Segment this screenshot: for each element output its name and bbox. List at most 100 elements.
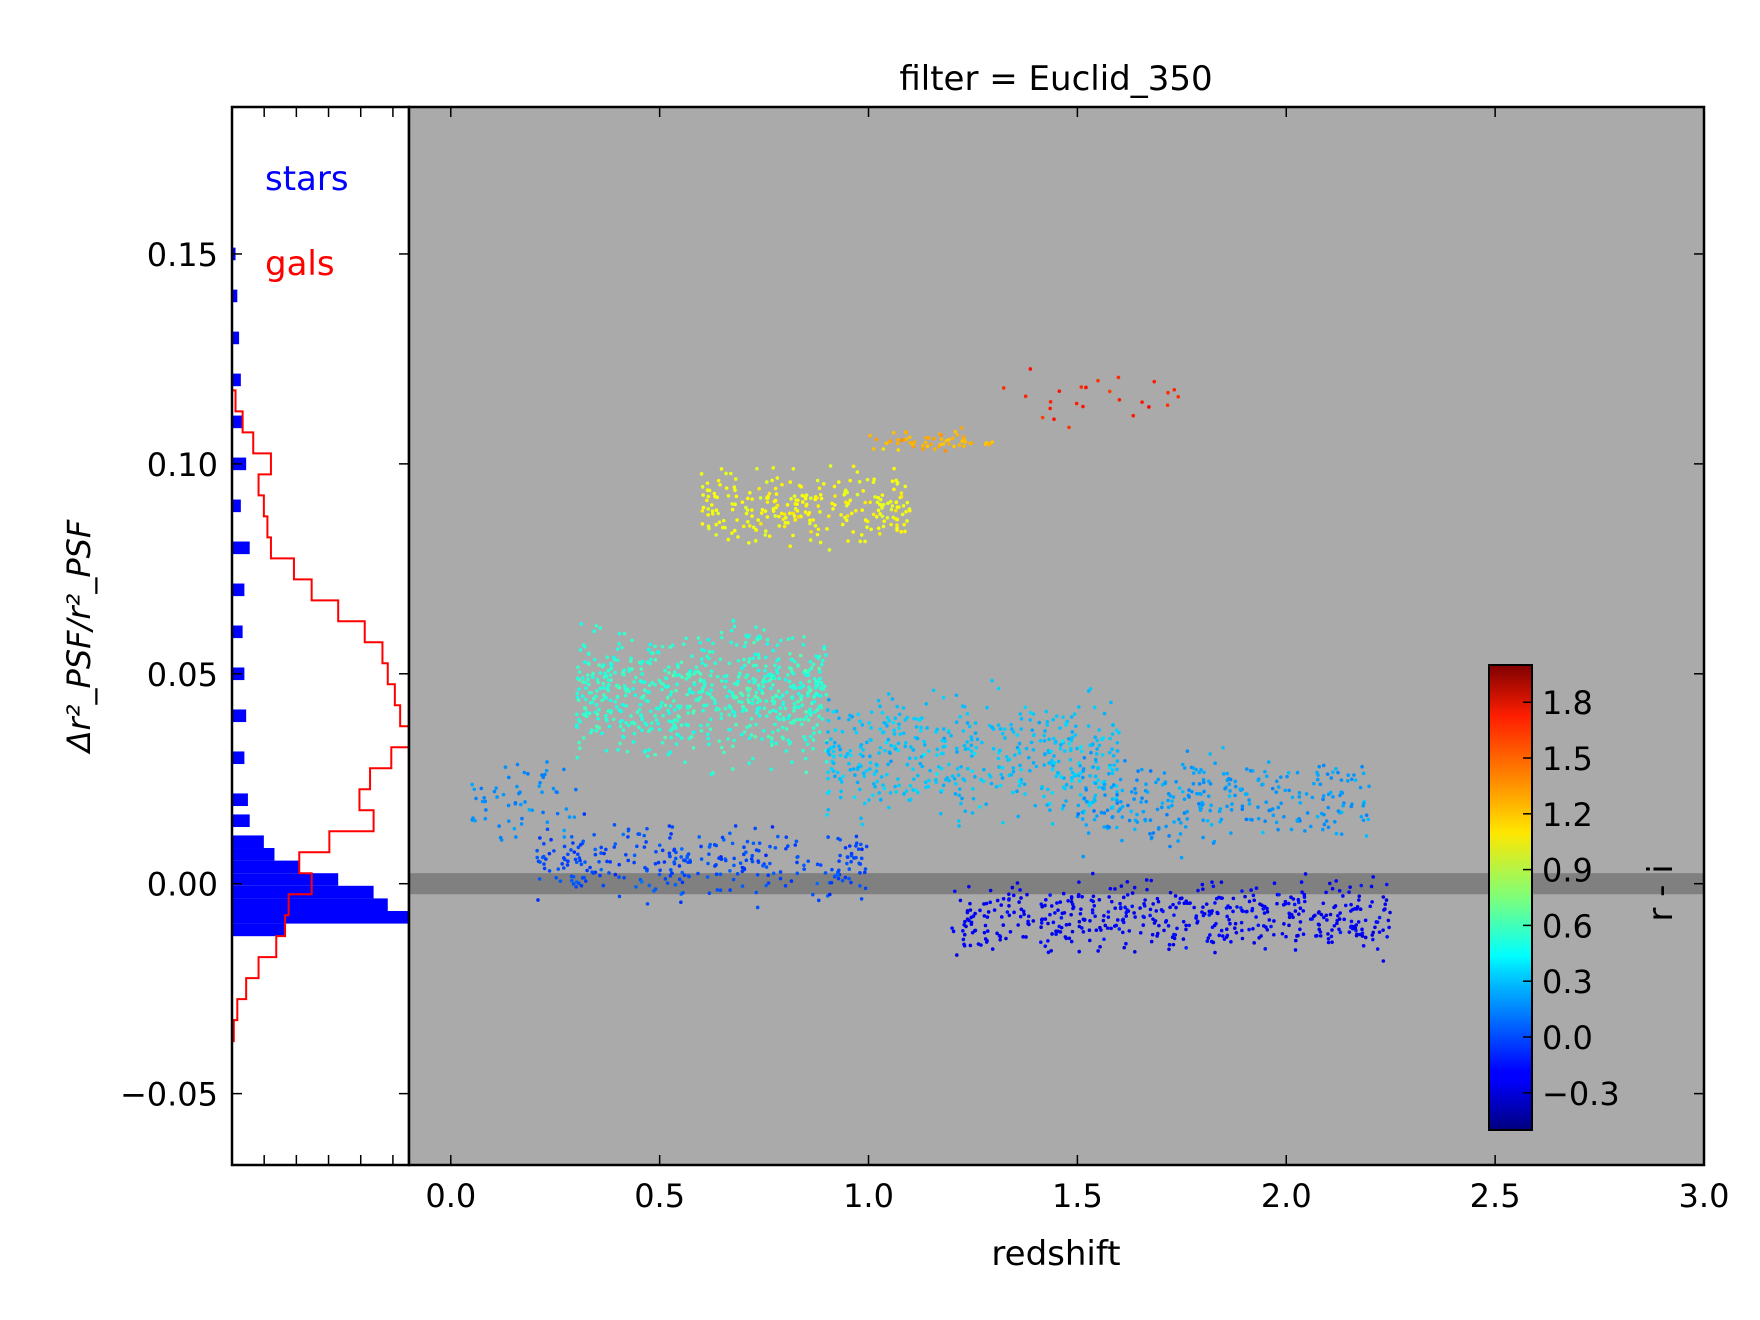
scatter-point	[562, 844, 567, 849]
scatter-point	[639, 713, 644, 717]
scatter-point	[1069, 939, 1074, 944]
scatter-point	[1121, 930, 1125, 935]
scatter-point	[1180, 762, 1185, 767]
scatter-point	[564, 807, 569, 811]
scatter-point	[809, 496, 813, 500]
scatter-point	[1317, 923, 1322, 927]
scatter-point	[1266, 760, 1271, 764]
scatter-point	[888, 439, 893, 443]
scatter-point	[728, 831, 732, 836]
scatter-point	[847, 867, 852, 871]
scatter-point	[872, 772, 877, 776]
scatter-point	[811, 892, 815, 897]
scatter-point	[703, 663, 708, 668]
scatter-point	[602, 851, 606, 856]
scatter-point	[887, 805, 891, 810]
scatter-point	[1019, 727, 1024, 731]
scatter-point	[894, 500, 898, 505]
scatter-point	[699, 844, 703, 849]
scatter-point	[765, 637, 770, 642]
scatter-point	[999, 915, 1004, 919]
scatter-point	[879, 775, 884, 779]
scatter-point	[688, 860, 693, 864]
scatter-point	[1135, 778, 1139, 782]
scatter-point	[1019, 907, 1024, 912]
scatter-point	[832, 744, 836, 749]
scatter-point	[660, 687, 664, 692]
scatter-point	[763, 674, 767, 679]
scatter-point	[806, 859, 811, 863]
scatter-point	[675, 732, 679, 736]
scatter-point	[905, 762, 910, 767]
scatter-point	[779, 511, 784, 516]
scatter-point	[566, 859, 570, 863]
scatter-point	[1052, 417, 1056, 422]
scatter-point	[602, 675, 607, 679]
scatter-point	[742, 663, 747, 668]
scatter-point	[1043, 903, 1047, 908]
scatter-point	[765, 500, 770, 504]
scatter-point	[705, 481, 710, 485]
scatter-point	[892, 466, 896, 471]
scatter-point	[1015, 733, 1020, 737]
scatter-point	[686, 723, 690, 728]
scatter-point	[484, 808, 488, 812]
scatter-point	[949, 733, 953, 738]
scatter-point	[1049, 904, 1054, 908]
scatter-point	[1263, 904, 1267, 909]
scatter-point	[854, 841, 859, 845]
scatter-point	[1240, 928, 1244, 933]
scatter-point	[1191, 766, 1196, 770]
scatter-point	[1297, 795, 1302, 799]
scatter-point	[620, 703, 625, 707]
star-bar	[232, 898, 388, 911]
scatter-point	[892, 487, 896, 492]
scatter-point	[588, 865, 592, 870]
scatter-point	[1046, 950, 1051, 955]
scatter-point	[1069, 767, 1073, 771]
scatter-point	[826, 770, 830, 775]
scatter-point	[562, 866, 566, 870]
scatter-point	[607, 871, 611, 875]
scatter-point	[1292, 902, 1297, 907]
scatter-point	[574, 885, 578, 889]
scatter-point	[751, 656, 755, 661]
scatter-point	[987, 442, 992, 447]
scatter-point	[723, 857, 728, 861]
scatter-point	[1138, 906, 1142, 910]
scatter-point	[1252, 898, 1257, 903]
scatter-point	[882, 720, 886, 725]
scatter-point	[765, 642, 770, 646]
scatter-point	[1368, 904, 1373, 909]
scatter-point	[1178, 832, 1183, 836]
scatter-point	[680, 847, 684, 851]
scatter-point	[1251, 926, 1255, 931]
scatter-point	[1250, 906, 1255, 911]
scatter-point	[1060, 806, 1065, 811]
scatter-point	[739, 732, 744, 737]
scatter-point	[740, 666, 744, 671]
scatter-point	[721, 525, 725, 530]
scatter-point	[841, 774, 845, 779]
scatter-point	[742, 845, 746, 849]
scatter-point	[854, 730, 859, 735]
scatter-point	[747, 700, 751, 705]
scatter-point	[668, 704, 673, 708]
scatter-point	[807, 685, 811, 690]
scatter-point	[650, 680, 655, 685]
scatter-point	[764, 883, 768, 888]
scatter-point	[537, 877, 542, 881]
scatter-point	[700, 689, 705, 693]
scatter-point	[1276, 827, 1280, 832]
scatter-point	[829, 880, 834, 885]
scatter-point	[649, 721, 654, 726]
scatter-point	[865, 525, 869, 529]
star-bar	[232, 885, 374, 899]
scatter-point	[598, 873, 602, 878]
scatter-point	[872, 477, 876, 482]
scatter-point	[684, 677, 689, 681]
scatter-point	[1082, 796, 1087, 801]
scatter-point	[774, 694, 779, 698]
scatter-point	[979, 777, 983, 782]
scatter-point	[963, 747, 968, 751]
